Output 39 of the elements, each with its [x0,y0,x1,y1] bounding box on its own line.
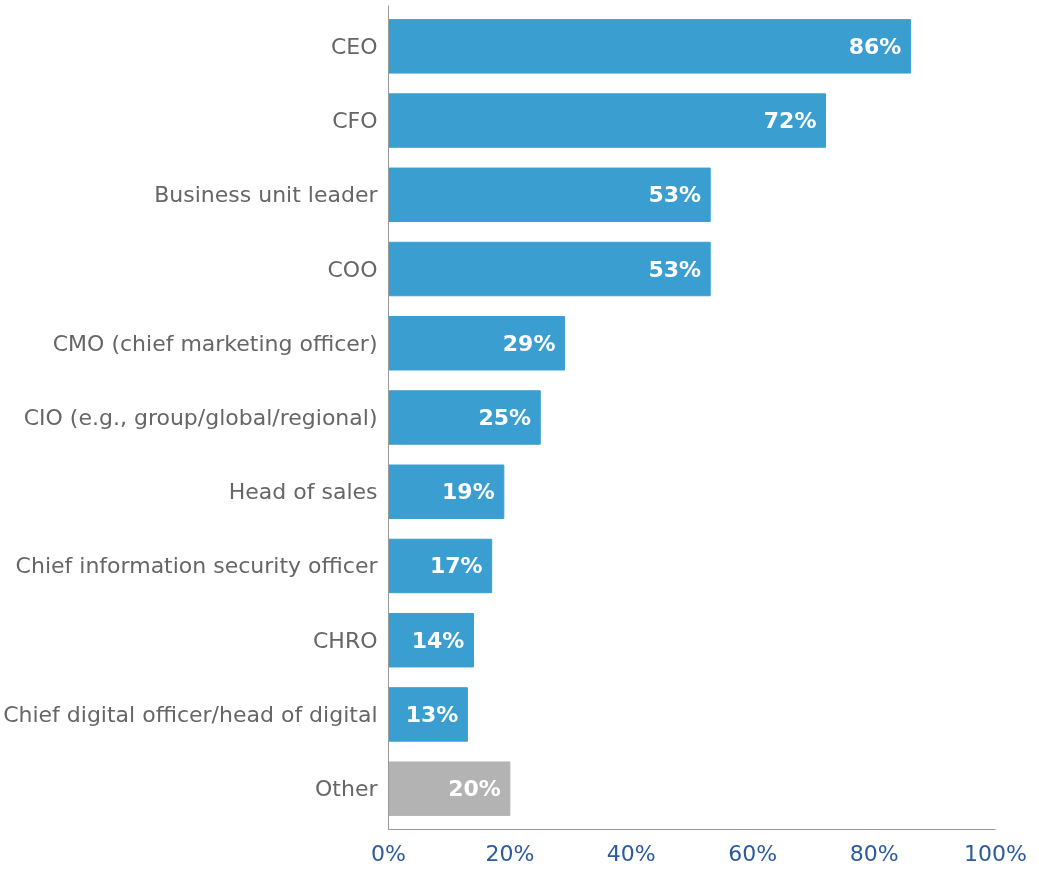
bar [388,761,511,816]
bar [388,390,541,445]
bar [388,19,912,74]
x-tick-label: 60% [728,840,778,866]
data-label: 53% [648,182,702,208]
data-label: 53% [648,256,702,282]
bar [388,241,711,297]
bar [388,687,468,742]
data-label: 13% [405,701,459,727]
y-tick-label: CEO [330,33,378,59]
x-tick-label: 100% [964,840,1027,866]
data-label: 86% [848,33,902,59]
data-label: 17% [429,553,483,579]
bar [388,167,711,223]
bar [388,538,493,594]
data-label: 19% [442,479,495,505]
y-tick-label: Other [315,776,379,802]
bar [388,93,827,148]
y-tick-label: Chief information security officer [15,553,379,579]
y-tick-label: Business unit leader [154,182,379,208]
bar [388,464,505,519]
x-tick-label: 0% [371,840,406,866]
y-tick-label: CMO (chief marketing officer) [52,330,378,356]
x-tick-label: 80% [849,840,899,866]
bar [388,316,566,371]
y-tick-label: COO [327,256,378,282]
bar [388,612,474,668]
x-tick-label: 20% [485,840,535,866]
y-tick-label: CFO [332,108,378,134]
data-label: 25% [478,405,532,430]
y-tick-label: CIO (e.g., group/global/regional) [23,405,378,430]
data-label: 29% [502,330,556,356]
data-label: 20% [448,776,501,802]
y-tick-label: CHRO [312,627,378,653]
x-tick-label: 40% [606,840,656,866]
y-tick-label: Chief digital officer/head of digital [3,701,378,727]
data-label: 72% [763,108,817,134]
y-tick-label: Head of sales [228,479,378,505]
data-label: 14% [411,627,465,653]
